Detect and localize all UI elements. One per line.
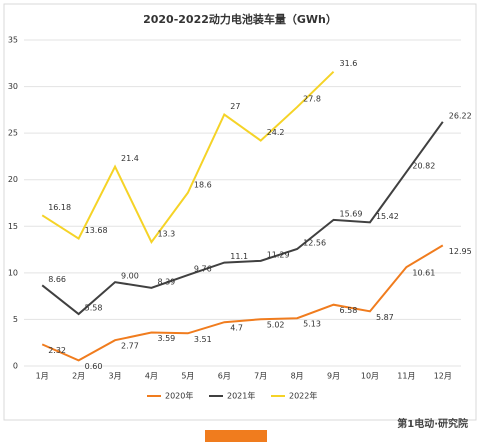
legend-label: 2021年 — [227, 391, 255, 401]
series-line — [41, 70, 335, 245]
y-tick-label: 30 — [8, 82, 18, 91]
y-tick-label: 35 — [8, 36, 18, 45]
y-tick-label: 15 — [8, 222, 18, 231]
data-label: 5.13 — [303, 320, 321, 329]
x-tick-label: 8月 — [291, 372, 304, 381]
series-line — [41, 244, 444, 362]
decor-bar — [205, 430, 267, 442]
watermark: 第1电动·研究院 — [397, 417, 468, 430]
x-tick-label: 1月 — [36, 372, 49, 381]
data-label: 6.58 — [340, 306, 358, 315]
x-tick-label: 6月 — [218, 372, 231, 381]
data-label: 24.2 — [267, 128, 285, 137]
chart-title: 2020-2022动力电池装车量（GWh） — [143, 12, 337, 26]
x-tick-label: 3月 — [108, 372, 121, 381]
data-label: 5.02 — [267, 321, 285, 330]
data-label: 26.22 — [449, 111, 472, 120]
data-label: 27.8 — [303, 95, 321, 104]
x-tick-label: 4月 — [145, 372, 158, 381]
data-label: 2.32 — [48, 346, 66, 355]
data-label: 8.39 — [157, 277, 175, 286]
data-label: 2.77 — [121, 342, 139, 351]
data-label: 3.59 — [157, 334, 175, 343]
data-label: 15.69 — [340, 209, 363, 218]
data-label: 21.4 — [121, 154, 139, 163]
data-label: 13.3 — [157, 230, 175, 239]
data-label: 11.1 — [230, 252, 248, 261]
y-tick-label: 5 — [13, 315, 18, 324]
x-tick-label: 10月 — [361, 372, 379, 381]
data-label: 18.6 — [194, 180, 212, 189]
data-label: 8.66 — [48, 275, 66, 284]
data-label: 13.68 — [85, 226, 108, 235]
data-label: 12.95 — [449, 247, 472, 256]
data-label: 15.42 — [376, 212, 399, 221]
x-tick-label: 5月 — [181, 372, 194, 381]
chart-frame — [3, 3, 477, 421]
data-label: 3.51 — [194, 335, 212, 344]
x-tick-label: 9月 — [327, 372, 340, 381]
data-label: 9.00 — [121, 272, 139, 281]
x-tick-label: 2月 — [72, 372, 85, 381]
data-label: 31.6 — [340, 59, 358, 68]
y-tick-label: 10 — [8, 268, 18, 277]
y-tick-label: 25 — [8, 129, 18, 138]
data-label: 20.82 — [412, 162, 435, 171]
data-label: 4.7 — [230, 324, 243, 333]
data-label: 5.87 — [376, 313, 394, 322]
data-label: 27 — [230, 102, 240, 111]
data-label: 11.29 — [267, 250, 290, 259]
data-label: 10.61 — [412, 269, 435, 278]
data-label: 5.58 — [85, 304, 103, 313]
y-tick-label: 0 — [13, 362, 18, 371]
x-tick-label: 11月 — [397, 372, 415, 381]
data-label: 16.18 — [48, 203, 71, 212]
legend-label: 2022年 — [289, 391, 317, 401]
legend-label: 2020年 — [165, 391, 193, 401]
series-line — [41, 121, 444, 316]
x-tick-label: 12月 — [434, 372, 452, 381]
y-tick-label: 20 — [8, 175, 18, 184]
data-label: 9.76 — [194, 265, 212, 274]
x-tick-label: 7月 — [254, 372, 267, 381]
data-label: 0.60 — [85, 362, 103, 371]
data-label: 12.56 — [303, 239, 326, 248]
